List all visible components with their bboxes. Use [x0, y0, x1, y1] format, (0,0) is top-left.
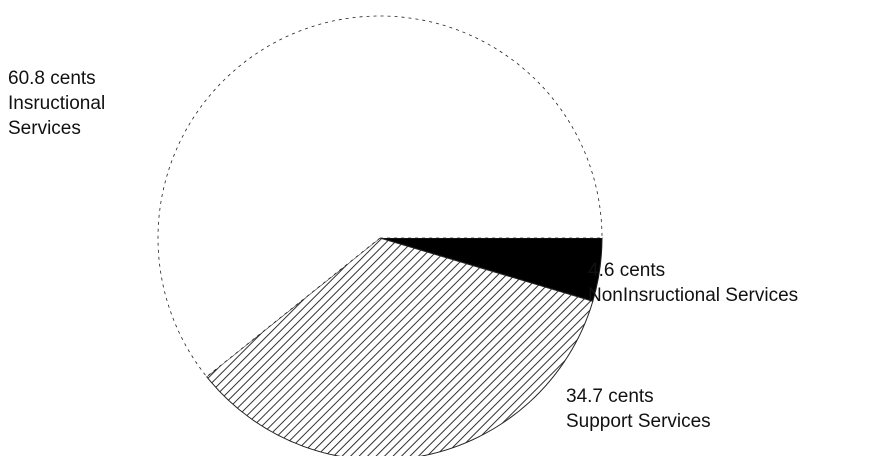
label-instructional-services: 60.8 cents Insructional Services: [8, 68, 105, 139]
slice-name-label: Insructional: [8, 93, 105, 114]
pie-labels: 60.8 cents Insructional Services 4.6 cents N…: [8, 68, 798, 432]
pie-slice-instructional: [157, 15, 603, 378]
slice-name-label: Services: [8, 118, 81, 139]
label-noninstructional-services: 4.6 cents NonInsructional Services: [588, 260, 798, 306]
pie-slices: [157, 15, 603, 461]
slice-value-label: 34.7 cents: [566, 386, 654, 407]
slice-name-label: Support Services: [566, 411, 711, 432]
slice-value-label: 60.8 cents: [8, 68, 96, 89]
label-support-services: 34.7 cents Support Services: [566, 386, 711, 432]
slice-value-label: 4.6 cents: [588, 260, 665, 281]
slice-name-label: NonInsructional Services: [588, 285, 798, 306]
